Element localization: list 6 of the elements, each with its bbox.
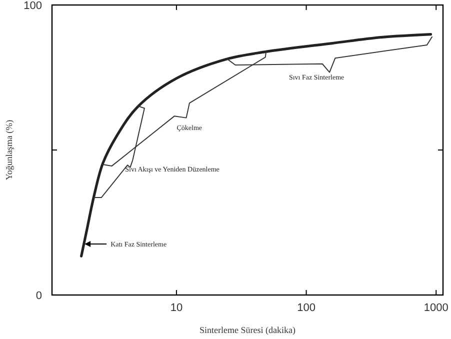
y-tick-label: 0 xyxy=(36,290,42,302)
x-tick-label: 1000 xyxy=(424,302,448,314)
x-tick-label: 100 xyxy=(297,302,316,314)
x-axis-title: Sinterleme Süresi (dakika) xyxy=(200,325,296,335)
x-tick-label: 10 xyxy=(170,302,183,314)
y-axis-title: Yoğunlaşma (%) xyxy=(4,120,14,180)
